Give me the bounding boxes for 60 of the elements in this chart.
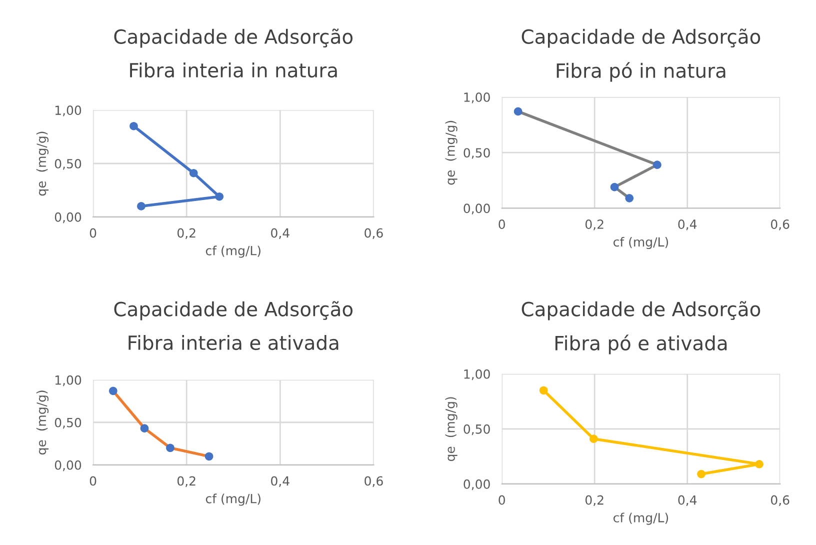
y-tick-label: 1,00: [55, 375, 82, 386]
chart-subtitle: Fibra interia in natura: [130, 62, 337, 78]
point: [589, 434, 598, 443]
y-tick-label: 0,50: [464, 424, 490, 436]
point: [697, 470, 706, 478]
point: [215, 192, 224, 201]
x-axis-title: cf (mg/L): [614, 512, 668, 525]
x-tick-label: 0: [90, 476, 96, 486]
y-axis-title: qe (mg/g): [36, 132, 49, 196]
point: [204, 452, 214, 461]
y-tick-label: 0,50: [54, 418, 82, 429]
point: [140, 424, 149, 432]
x-tick-label: 0: [498, 220, 505, 229]
point: [653, 160, 662, 169]
y-tick-label: 1,00: [55, 106, 82, 116]
y-tick-label: 0,50: [464, 148, 490, 159]
chart-title: Capacidade de Adsorção: [114, 28, 353, 48]
x-tick-label: 0,6: [770, 495, 790, 506]
point: [166, 444, 174, 452]
x-axis-title: cf (mg/L): [206, 494, 260, 506]
x-tick-label: 0,2: [177, 476, 196, 487]
y-tick-label: 1,00: [464, 92, 490, 104]
point: [539, 386, 548, 395]
point: [610, 182, 619, 192]
chart-title: Capacidade de Adsorção: [522, 301, 760, 320]
point: [108, 386, 118, 396]
x-tick-label: 0: [498, 495, 505, 505]
x-tick-label: 0,4: [678, 495, 697, 506]
y-tick-label: 0,00: [464, 204, 490, 214]
x-tick-label: 0,4: [271, 228, 290, 239]
chart-title: Capacidade de Adsorção: [114, 301, 353, 320]
y-tick-label: 0,00: [54, 212, 82, 224]
x-tick-label: 0,6: [770, 220, 790, 230]
point: [130, 122, 138, 130]
point: [755, 460, 764, 468]
x-tick-label: 0,2: [585, 495, 604, 506]
y-tick-label: 0,00: [54, 460, 82, 472]
chart-title: Capacidade de Adsorção: [522, 28, 760, 48]
y-tick-label: 0,50: [54, 158, 82, 170]
chart-subtitle: Fibra interia e ativada: [128, 335, 338, 350]
x-tick-label: 0,4: [271, 476, 290, 487]
x-axis-title: cf (mg/L): [614, 236, 668, 250]
y-axis-title: qe (mg/g): [445, 120, 458, 185]
y-tick-label: 0,00: [464, 479, 490, 490]
chart-subtitle: Fibra pó e ativada: [555, 334, 727, 354]
point: [189, 168, 198, 178]
x-tick-label: 0,4: [678, 220, 697, 230]
point: [514, 107, 522, 116]
y-tick-label: 1,00: [464, 369, 490, 380]
x-tick-label: 0,6: [364, 228, 383, 239]
x-tick-label: 0,2: [585, 220, 604, 230]
chart-subtitle: Fibra pó in natura: [556, 62, 726, 82]
x-tick-label: 0,6: [364, 476, 383, 487]
x-axis-title: cf (mg/L): [206, 246, 260, 258]
y-axis-title: qe (mg/g): [445, 397, 458, 462]
point: [625, 194, 634, 202]
y-axis-title: qe (mg/g): [36, 390, 49, 454]
x-tick-label: 0: [90, 228, 96, 238]
point: [137, 202, 146, 210]
x-tick-label: 0,2: [177, 228, 196, 239]
